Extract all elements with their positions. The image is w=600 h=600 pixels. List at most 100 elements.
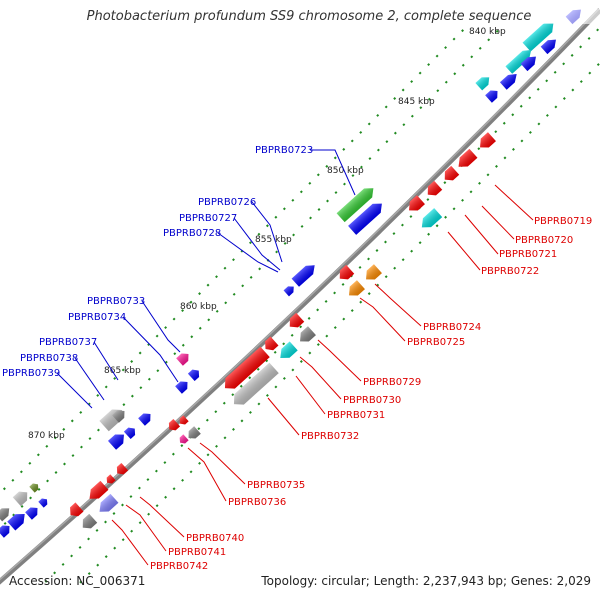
gene-feature[interactable] [348, 199, 386, 235]
gene-arrow-shade [108, 434, 124, 450]
gene-feature[interactable] [177, 434, 189, 445]
gene-feature[interactable] [104, 474, 116, 485]
gene-label-PBPRB0729[interactable]: PBPRB0729 [363, 377, 421, 388]
gene-feature[interactable] [176, 350, 192, 366]
tick-dot [258, 267, 262, 271]
gene-feature[interactable] [522, 18, 558, 52]
gene-label-PBPRB0730[interactable]: PBPRB0730 [343, 395, 401, 406]
gene-feature[interactable] [187, 367, 202, 382]
gene-label-PBPRB0720[interactable]: PBPRB0720 [515, 235, 573, 246]
gene-feature[interactable] [138, 410, 154, 426]
gene-feature[interactable] [276, 341, 298, 363]
gene-feature[interactable] [177, 415, 189, 426]
gene-label-PBPRB0722[interactable]: PBPRB0722 [481, 266, 539, 277]
gene-feature[interactable] [79, 513, 98, 532]
gene-feature[interactable] [283, 284, 297, 297]
gene-feature[interactable] [505, 46, 535, 74]
leader-line [217, 232, 279, 273]
gene-feature[interactable] [123, 425, 138, 440]
tick-dot [275, 250, 279, 254]
gene-arrow-shade [175, 381, 188, 394]
tick-dot [333, 291, 337, 295]
gene-feature[interactable] [175, 378, 191, 394]
gene-feature[interactable] [336, 264, 355, 283]
gene-label-PBPRB0736[interactable]: PBPRB0736 [228, 497, 286, 508]
gene-label-PBPRB0733[interactable]: PBPRB0733 [87, 296, 145, 307]
gene-feature[interactable] [291, 261, 319, 287]
gene-feature[interactable] [424, 180, 443, 199]
tick-dot [36, 453, 40, 457]
gene-feature[interactable] [220, 346, 270, 394]
tick-dot [291, 198, 295, 202]
gene-label-PBPRB0732[interactable]: PBPRB0732 [301, 431, 359, 442]
gene-label-PBPRB0738[interactable]: PBPRB0738 [20, 353, 78, 364]
gene-feature[interactable] [7, 510, 28, 531]
gene-label-PBPRB0739[interactable]: PBPRB0739 [2, 368, 60, 379]
gene-arrow-shade [38, 498, 48, 508]
gene-label-PBPRB0728[interactable]: PBPRB0728 [163, 228, 221, 239]
gene-feature[interactable] [520, 53, 540, 72]
gene-feature[interactable] [345, 280, 365, 300]
gene-feature[interactable] [67, 502, 84, 520]
gene-label-PBPRB0731[interactable]: PBPRB0731 [327, 410, 385, 421]
gene-feature[interactable] [0, 522, 13, 538]
gene-label-PBPRB0725[interactable]: PBPRB0725 [407, 337, 465, 348]
gene-feature[interactable] [362, 264, 382, 284]
gene-feature[interactable] [296, 326, 316, 346]
leader-line [481, 205, 515, 240]
gene-feature[interactable] [25, 504, 41, 520]
gene-arrow-shade [366, 264, 382, 280]
gene-label-PBPRB0735[interactable]: PBPRB0735 [247, 480, 305, 491]
gene-feature[interactable] [38, 496, 49, 508]
tick-dot [596, 28, 600, 32]
tick-dot [342, 147, 346, 151]
gene-arrow-shade [168, 418, 181, 431]
gene-label-PBPRB0723[interactable]: PBPRB0723 [255, 145, 313, 156]
tick-dot [494, 130, 498, 134]
gene-feature[interactable] [112, 407, 128, 423]
gene-feature[interactable] [286, 312, 305, 331]
gene-feature[interactable] [185, 426, 201, 441]
gene-feature[interactable] [96, 493, 119, 516]
tick-dot [502, 121, 506, 125]
tick-dot [257, 402, 261, 406]
gene-label-PBPRB0734[interactable]: PBPRB0734 [68, 312, 126, 323]
tick-dot [435, 224, 439, 228]
gene-feature[interactable] [475, 74, 492, 91]
gene-label-PBPRB0727[interactable]: PBPRB0727 [179, 213, 237, 224]
tick-dot [400, 223, 404, 227]
gene-label-PBPRB0741[interactable]: PBPRB0741 [168, 547, 226, 558]
gene-label-PBPRB0721[interactable]: PBPRB0721 [499, 249, 557, 260]
gene-feature[interactable] [0, 505, 13, 522]
gene-label-PBPRB0737[interactable]: PBPRB0737 [39, 337, 97, 348]
gene-feature[interactable] [485, 87, 501, 103]
gene-feature[interactable] [336, 184, 378, 223]
gene-feature[interactable] [262, 336, 279, 354]
gene-label-PBPRB0740[interactable]: PBPRB0740 [186, 533, 244, 544]
gene-label-PBPRB0724[interactable]: PBPRB0724 [423, 322, 481, 333]
tick-dot [121, 503, 124, 507]
gene-feature[interactable] [476, 132, 496, 152]
tick-dot [215, 309, 219, 313]
gene-feature[interactable] [166, 418, 181, 433]
tick-dot [316, 308, 320, 312]
gene-label-PBPRB0742[interactable]: PBPRB0742 [150, 561, 208, 572]
gene-feature[interactable] [405, 195, 425, 215]
gene-label-PBPRB0719[interactable]: PBPRB0719 [534, 216, 592, 227]
gene-label-PBPRB0726[interactable]: PBPRB0726 [198, 197, 256, 208]
gene-feature[interactable] [108, 430, 128, 450]
tick-dot [232, 258, 235, 262]
gene-feature[interactable] [499, 70, 520, 90]
gene-feature[interactable] [540, 36, 560, 55]
gene-feature[interactable] [418, 208, 443, 232]
gene-feature[interactable] [12, 488, 31, 507]
tick-dot [519, 104, 523, 108]
gene-feature[interactable] [441, 165, 460, 184]
gene-feature[interactable] [86, 480, 109, 503]
gene-feature[interactable] [29, 481, 40, 493]
gene-feature[interactable] [455, 148, 478, 171]
tick-dot [11, 478, 15, 482]
tick-dot [54, 471, 58, 474]
gene-feature[interactable] [114, 462, 129, 477]
gene-feature[interactable] [229, 362, 279, 410]
